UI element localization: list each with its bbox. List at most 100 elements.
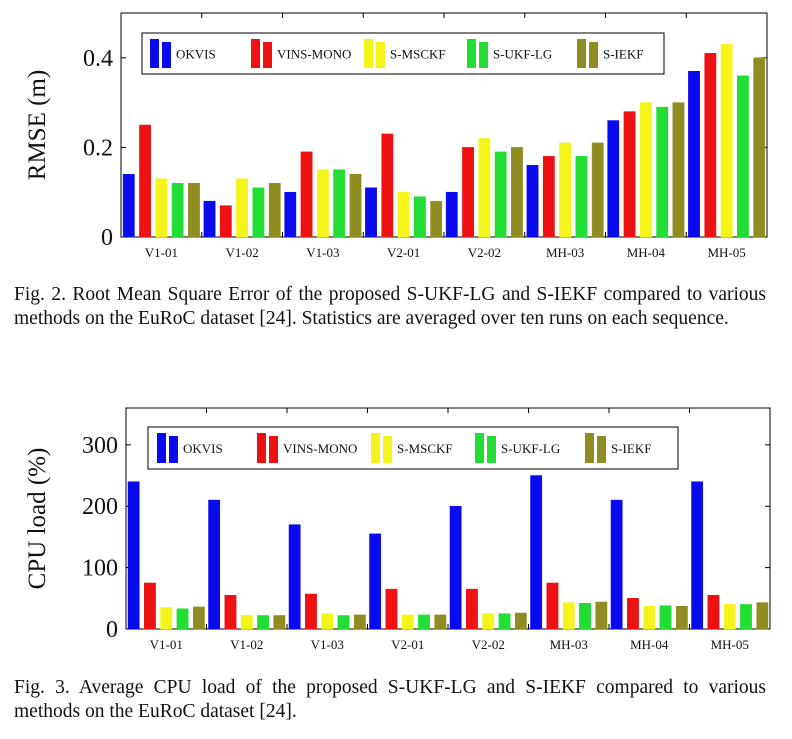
bar-s-ukf-lg-mh-04 <box>656 106 669 238</box>
bar-s-ukf-lg-v1-01 <box>176 608 189 630</box>
bar-okvis-mh-05 <box>688 70 700 238</box>
y-tick-label: 100 <box>82 556 118 582</box>
bar-vins-mono-v1-03 <box>300 151 313 238</box>
bar-s-msckf-mh-05 <box>720 44 733 238</box>
bar-vins-mono-v1-03 <box>305 593 317 630</box>
bar-s-iekf-mh-04 <box>675 606 688 630</box>
bar-vins-mono-mh-03 <box>546 582 559 630</box>
legend-entry: VINS-MONO <box>277 47 351 62</box>
legend-swatch <box>150 39 159 68</box>
bar-s-iekf-v1-02 <box>273 615 286 630</box>
bar-s-ukf-lg-v2-01 <box>418 614 430 630</box>
legend-swatch <box>585 433 594 463</box>
bar-s-ukf-lg-v2-02 <box>494 151 507 238</box>
legend-entry: OKVIS <box>183 441 223 456</box>
bar-s-iekf-v2-02 <box>514 612 527 630</box>
x-tick-label: V1-01 <box>150 637 183 652</box>
legend-entry: S-MSCKF <box>397 441 453 456</box>
legend-entry: VINS-MONO <box>283 441 357 456</box>
bar-vins-mono-v1-01 <box>139 124 151 238</box>
x-tick-label: MH-03 <box>546 245 584 260</box>
bar-okvis-v1-03 <box>284 191 297 238</box>
legend-entry: S-UKF-LG <box>501 441 560 456</box>
legend-swatch <box>376 42 385 68</box>
x-tick-label: V2-01 <box>387 245 420 260</box>
cpu-load-chart: 0 100 200 300 CPU load (%) V1-01 V1-02 V1-03 V2-… <box>24 407 771 652</box>
legend-swatch <box>257 433 266 463</box>
x-tick-label: MH-05 <box>707 245 745 260</box>
rmse-chart: 0 0.2 0.4 RMSE (m) V1-01 V1-02 V1-03 V2-01 V2-02… <box>24 12 768 260</box>
legend-swatch <box>383 436 392 463</box>
legend-swatch <box>269 436 278 463</box>
x-tick-label: V1-03 <box>306 245 339 260</box>
bar-vins-mono-mh-04 <box>623 111 636 238</box>
bar-s-iekf-v2-01 <box>430 200 443 238</box>
x-tick-label: MH-05 <box>711 637 749 652</box>
bar-vins-mono-mh-03 <box>542 156 555 238</box>
bar-s-msckf-mh-04 <box>643 606 656 630</box>
bar-s-msckf-mh-04 <box>639 102 652 238</box>
legend-swatch <box>169 436 178 463</box>
legend-swatch <box>475 433 484 463</box>
bar-okvis-v1-01 <box>122 174 135 238</box>
bar-okvis-v2-02 <box>445 191 458 238</box>
legend-entry: S-MSCKF <box>390 47 446 62</box>
legend-swatch <box>251 39 260 68</box>
bar-okvis-v1-02 <box>203 200 216 238</box>
bar-vins-mono-v2-02 <box>466 588 478 630</box>
bar-s-ukf-lg-mh-03 <box>579 602 591 630</box>
bar-s-ukf-lg-v1-02 <box>257 615 269 630</box>
bar-s-msckf-v2-01 <box>397 191 410 238</box>
bar-s-msckf-v1-03 <box>321 613 334 630</box>
bar-s-ukf-lg-mh-05 <box>740 604 752 630</box>
bar-s-iekf-v1-03 <box>353 614 366 630</box>
x-tick-label: V1-02 <box>226 245 259 260</box>
bar-vins-mono-mh-04 <box>627 598 639 630</box>
y-tick-label: 0.4 <box>83 46 113 72</box>
bar-s-msckf-v2-01 <box>401 614 414 630</box>
bar-s-iekf-v2-01 <box>434 614 447 630</box>
bar-s-msckf-v2-02 <box>482 613 495 630</box>
bar-vins-mono-v1-01 <box>144 582 156 630</box>
bar-okvis-mh-03 <box>530 475 543 630</box>
legend-swatch <box>162 42 171 68</box>
bar-okvis-v2-01 <box>369 533 382 630</box>
legend-swatch <box>157 433 166 463</box>
bar-vins-mono-v2-01 <box>381 133 394 238</box>
bar-s-iekf-mh-03 <box>591 142 604 238</box>
bar-s-iekf-v1-02 <box>268 182 281 238</box>
legend-entry: OKVIS <box>176 47 216 62</box>
x-tick-label: V1-02 <box>230 637 263 652</box>
bar-okvis-v1-01 <box>127 481 140 630</box>
bar-s-iekf-mh-03 <box>595 601 608 630</box>
bar-s-msckf-v1-01 <box>155 178 168 238</box>
bar-s-ukf-lg-v1-02 <box>252 187 265 238</box>
bar-s-msckf-v1-01 <box>160 607 173 630</box>
bar-okvis-mh-04 <box>607 120 620 238</box>
y-tick-label: 0.2 <box>83 135 113 161</box>
bar-okvis-mh-03 <box>526 165 539 238</box>
bar-s-ukf-lg-mh-04 <box>659 605 672 630</box>
legend-swatch <box>589 42 598 68</box>
x-tick-label: V2-01 <box>391 637 424 652</box>
legend-entry: S-IEKF <box>603 47 643 62</box>
legend-swatch <box>479 42 488 68</box>
bar-okvis-v1-02 <box>208 499 221 630</box>
x-tick-label: V1-03 <box>311 637 344 652</box>
bar-s-iekf-v2-02 <box>511 147 523 238</box>
legend-swatch <box>597 436 606 463</box>
y-tick-label: 0 <box>106 617 118 643</box>
bar-vins-mono-v2-01 <box>385 588 398 630</box>
legend-entry: S-UKF-LG <box>493 47 552 62</box>
x-tick-label: MH-03 <box>550 637 588 652</box>
bar-s-ukf-lg-v1-03 <box>333 169 346 238</box>
figure-2-caption: Fig. 2. Root Mean Square Error of the pr… <box>14 284 766 329</box>
y-axis-label: CPU load (%) <box>24 448 51 590</box>
y-axis-label: RMSE (m) <box>24 70 51 180</box>
bar-okvis-v1-03 <box>288 524 301 630</box>
bar-s-msckf-v1-02 <box>236 178 249 238</box>
bar-s-ukf-lg-v1-01 <box>171 182 184 238</box>
bar-s-ukf-lg-v1-03 <box>337 615 350 630</box>
bar-okvis-mh-05 <box>691 481 704 630</box>
y-tick-label: 0 <box>101 225 113 251</box>
